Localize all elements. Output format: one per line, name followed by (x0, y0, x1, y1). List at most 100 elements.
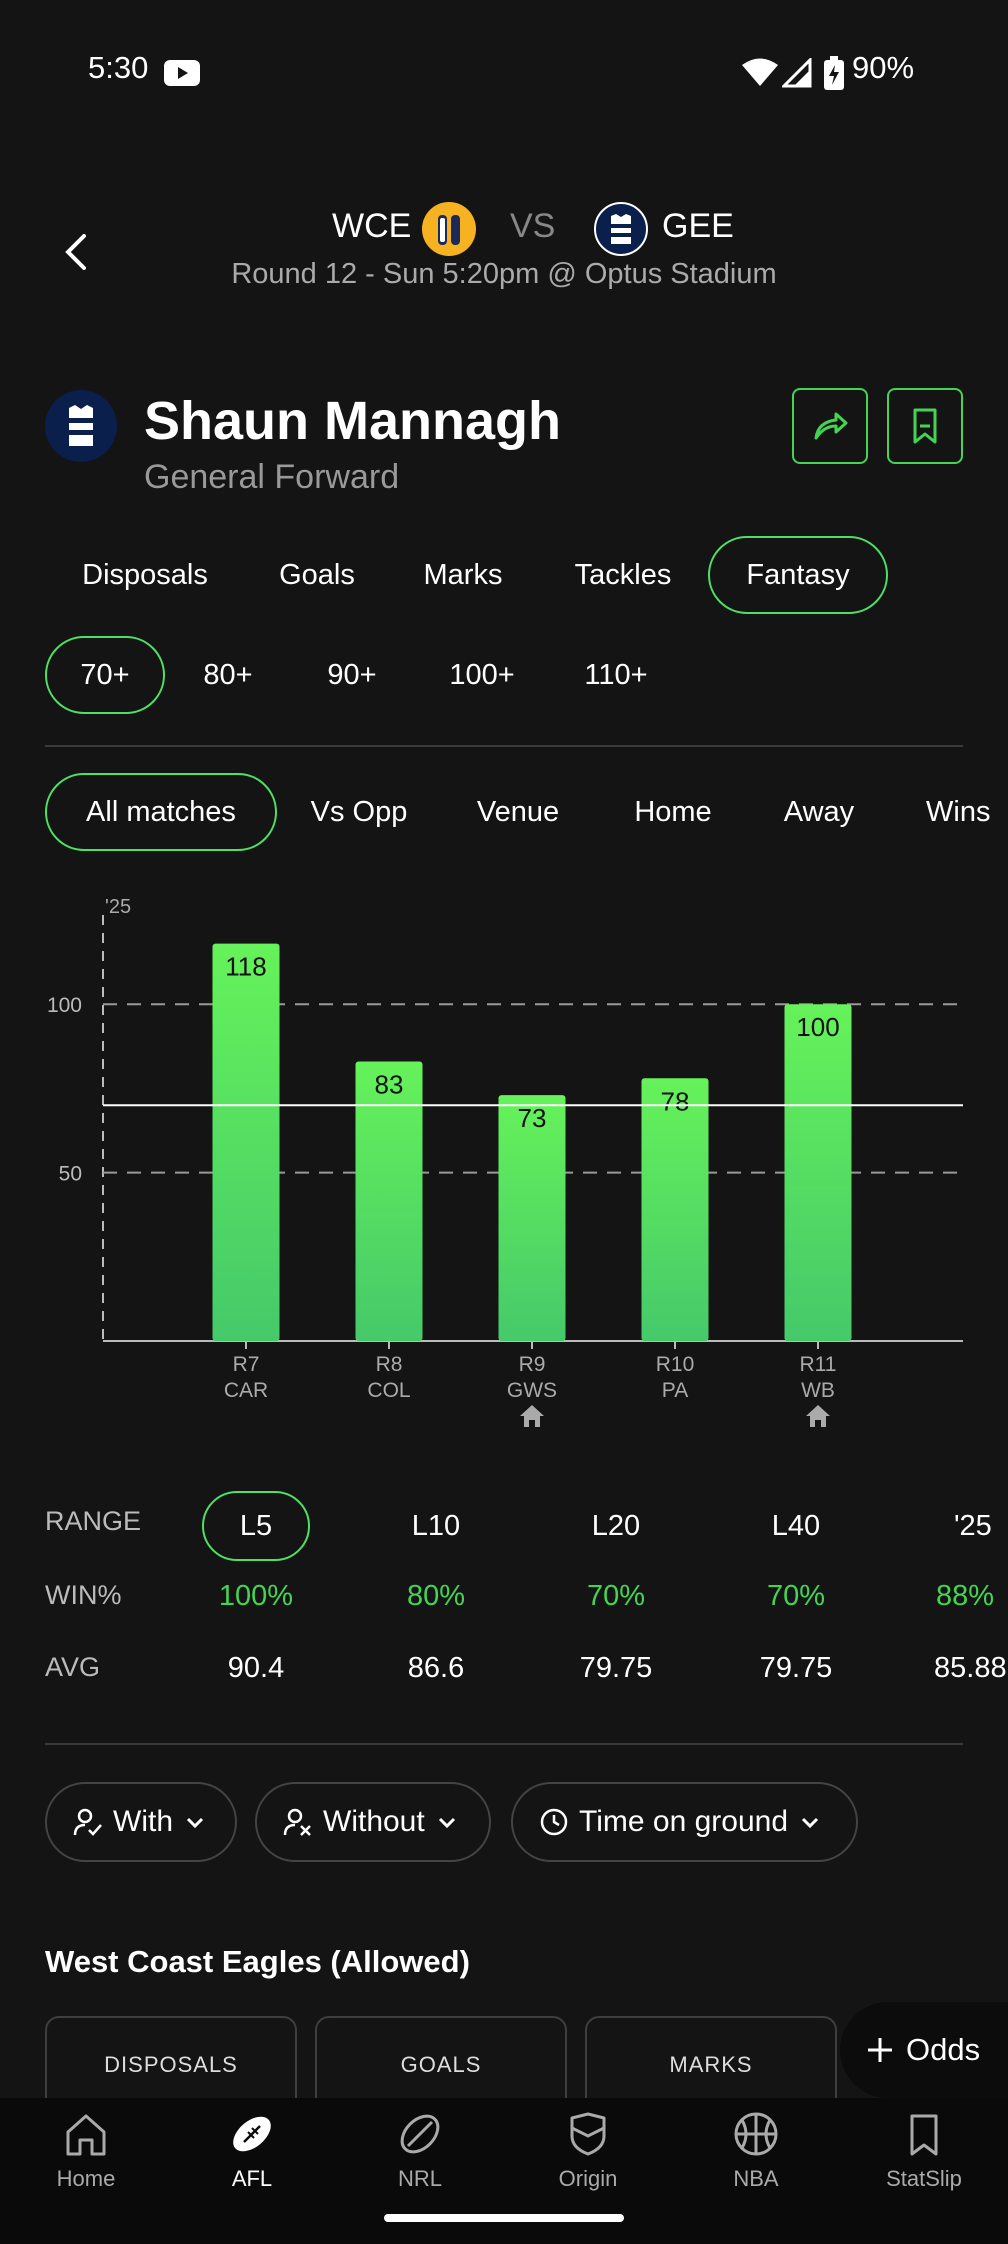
home-team-code: WCE (332, 207, 412, 245)
nav-statslip[interactable]: StatSlip (840, 2110, 1008, 2192)
versus-label: VS (510, 207, 556, 245)
gee-logo-icon (594, 202, 648, 256)
win-l10: 80% (406, 1580, 466, 1612)
avg-season: 85.88 (934, 1652, 1007, 1684)
time-on-ground-label: Time on ground (579, 1805, 789, 1838)
without-filter-label: Without (323, 1805, 425, 1838)
tab-disposals[interactable]: Disposals (82, 558, 208, 591)
avg-label: AVG (45, 1652, 101, 1682)
odds-button[interactable]: Odds (840, 2002, 1008, 2098)
bar (498, 1095, 566, 1341)
range-l5[interactable]: L5 (202, 1491, 310, 1561)
win-season: 88% (936, 1580, 995, 1612)
team-section-title: West Coast Eagles (Allowed) (45, 1944, 470, 1979)
odds-label: Odds (906, 2032, 981, 2067)
nav-home[interactable]: Home (2, 2110, 170, 2192)
win-label: WIN% (45, 1580, 122, 1610)
threshold-100[interactable]: 100+ (449, 658, 515, 691)
avg-l5: 90.4 (227, 1652, 285, 1684)
chevron-down-icon (438, 1817, 455, 1829)
bar (641, 1078, 709, 1341)
filter-all-matches[interactable]: All matches (45, 773, 277, 851)
x-tick-round: R9 (519, 1353, 546, 1376)
bar (212, 943, 280, 1341)
x-tick-round: R11 (800, 1353, 837, 1376)
nav-nrl-label: NRL (397, 2166, 442, 2191)
person-check-icon (73, 1808, 102, 1836)
tab-goals[interactable]: Goals (279, 558, 355, 591)
nav-home-label: Home (56, 2166, 116, 2191)
without-filter-dropdown[interactable]: Without (255, 1782, 491, 1862)
with-filter-dropdown[interactable]: With (45, 1782, 237, 1862)
filter-home[interactable]: Home (634, 795, 712, 828)
x-tick-round: R10 (656, 1353, 695, 1376)
rugby-ball-icon (400, 2114, 440, 2154)
y-tick-label: 100 (47, 994, 82, 1017)
bookmark-button[interactable] (887, 388, 963, 464)
divider (45, 1743, 963, 1745)
win-l5: 100% (218, 1580, 294, 1612)
range-l20[interactable]: L20 (591, 1509, 641, 1542)
filter-wins[interactable]: Wins (926, 795, 991, 828)
avg-l40: 79.75 (759, 1652, 833, 1684)
bar-value-label: 73 (518, 1103, 547, 1133)
nav-statslip-label: StatSlip (886, 2166, 962, 2191)
share-button[interactable] (792, 388, 868, 464)
battery-level: 90% (852, 50, 915, 85)
bar-value-label: 78 (661, 1086, 690, 1116)
chevron-down-icon (186, 1817, 204, 1829)
bar (784, 1004, 852, 1341)
person-remove-icon (283, 1808, 311, 1836)
time-on-ground-dropdown[interactable]: Time on ground (511, 1782, 858, 1862)
signal-icon (782, 58, 812, 88)
range-season[interactable]: '25 (954, 1509, 992, 1542)
wifi-icon (742, 58, 778, 86)
nav-afl[interactable]: AFL (168, 2110, 336, 2192)
chevron-down-icon (801, 1817, 819, 1829)
filter-vs-opp[interactable]: Vs Opp (310, 795, 408, 828)
tab-tackles[interactable]: Tackles (574, 558, 672, 591)
nav-origin[interactable]: Origin (504, 2110, 672, 2192)
youtube-icon (164, 60, 200, 86)
nav-nrl[interactable]: NRL (336, 2110, 504, 2192)
bar-value-label: 83 (375, 1069, 404, 1099)
bookmark-icon (913, 408, 937, 444)
nav-nba[interactable]: NBA (672, 2110, 840, 2192)
threshold-80[interactable]: 80+ (203, 658, 253, 691)
filter-venue[interactable]: Venue (476, 795, 560, 828)
bar (355, 1061, 423, 1341)
nav-origin-label: Origin (558, 2166, 618, 2191)
clock-icon (540, 1808, 568, 1836)
fantasy-bar-chart: '25 50 100 118 R7 CAR 83 R8 COL 73 R9 GWS 78 R10 PA 100… (47, 896, 963, 1427)
tab-marks[interactable]: Marks (423, 558, 503, 591)
range-label: RANGE (45, 1506, 142, 1536)
shield-icon (570, 2112, 606, 2156)
win-l40: 70% (766, 1580, 826, 1612)
home-game-icon (520, 1405, 544, 1427)
x-tick-opponent: COL (367, 1379, 410, 1402)
range-l40[interactable]: L40 (771, 1509, 821, 1542)
avg-l10: 86.6 (407, 1652, 465, 1684)
home-icon (66, 2114, 106, 2156)
avg-l20: 79.75 (579, 1652, 653, 1684)
nav-afl-label: AFL (231, 2166, 273, 2191)
bar-value-label: 118 (225, 952, 266, 982)
player-team-logo-icon (45, 390, 117, 462)
bar-value-label: 100 (796, 1012, 839, 1042)
back-arrow-icon[interactable] (62, 232, 90, 272)
x-tick-opponent: GWS (507, 1379, 557, 1402)
threshold-90[interactable]: 90+ (327, 658, 377, 691)
threshold-70[interactable]: 70+ (45, 636, 165, 714)
range-l10[interactable]: L10 (411, 1509, 461, 1542)
season-label: '25 (105, 896, 131, 918)
player-position: General Forward (144, 458, 400, 496)
home-indicator (384, 2214, 624, 2222)
tab-fantasy[interactable]: Fantasy (708, 536, 888, 614)
plus-icon (868, 2038, 892, 2062)
x-tick-opponent: WB (801, 1379, 835, 1402)
filter-away[interactable]: Away (783, 795, 855, 828)
nav-nba-label: NBA (733, 2166, 779, 2191)
wce-logo-icon (422, 202, 476, 256)
threshold-110[interactable]: 110+ (584, 658, 648, 691)
basketball-icon (734, 2112, 778, 2156)
